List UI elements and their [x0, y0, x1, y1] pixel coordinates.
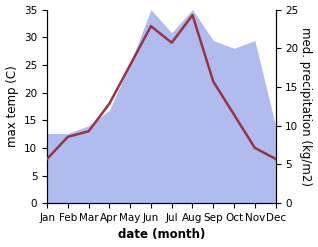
Y-axis label: max temp (C): max temp (C)	[5, 65, 18, 147]
Y-axis label: med. precipitation (kg/m2): med. precipitation (kg/m2)	[300, 27, 313, 186]
X-axis label: date (month): date (month)	[118, 228, 205, 242]
